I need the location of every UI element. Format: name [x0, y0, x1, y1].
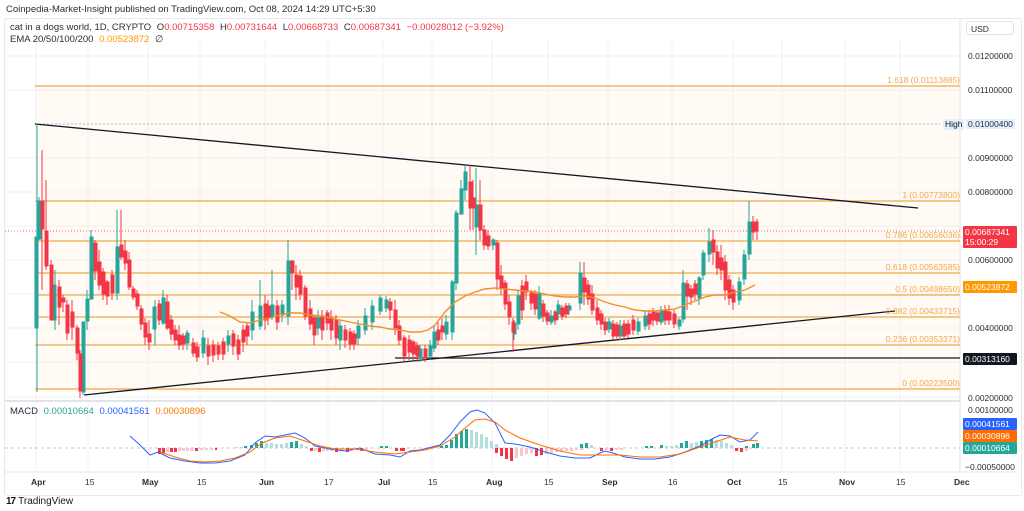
fib-label-05: 0.5 (0.00498650)	[895, 284, 960, 294]
fib-label-1: 1 (0.00773800)	[902, 190, 960, 200]
time-label: 15	[778, 477, 788, 487]
ascending-trendline	[83, 310, 896, 396]
publish-line: Coinpedia-Market-Insight published on Tr…	[6, 4, 376, 15]
macd-line	[129, 409, 759, 464]
fib-lines	[35, 85, 960, 390]
price-tick: 0.00600000	[968, 255, 1013, 265]
time-label: Jul	[378, 477, 391, 487]
close-label: C	[343, 22, 351, 33]
ema-legend: EMA 20/50/100/200 0.00523872 ∅	[10, 34, 166, 45]
price-tick: 0.00200000	[968, 393, 1013, 403]
open-value: 0.00715358	[164, 22, 215, 33]
fib-label-0382: 0.382 (0.00433715)	[885, 306, 960, 316]
tradingview-brand: TradingView	[18, 496, 74, 507]
ema-line	[219, 284, 756, 333]
macd-label: MACD	[10, 406, 38, 417]
time-label: Oct	[727, 477, 742, 487]
time-label: 17	[324, 477, 334, 487]
change-value: −0.00028012 (−3.92%)	[406, 22, 504, 33]
time-label: May	[142, 477, 159, 487]
fib-zone	[35, 86, 960, 392]
ohlc-legend: cat in a dogs world, 1D, CRYPTO O0.00715…	[10, 22, 507, 33]
ema-label: EMA 20/50/100/200	[10, 34, 94, 45]
price-tick: 0.00900000	[968, 153, 1013, 163]
ema-value: 0.00523872	[99, 34, 150, 45]
low-value: 0.00668733	[288, 22, 339, 33]
ema-price-tag: 0.00523872	[963, 281, 1017, 293]
ema-empty-values: ∅	[154, 34, 164, 45]
time-label: Aug	[486, 477, 503, 487]
current-price-tag: 0.00687341 15:00:29	[963, 226, 1017, 248]
macd-legend: MACD 0.00010664 0.00041561 0.00030896	[10, 406, 209, 417]
macd-signal-line	[159, 418, 759, 463]
time-label: Sep	[602, 477, 618, 487]
macd-signal-value: 0.00030896	[155, 406, 206, 417]
tradingview-logo[interactable]: 17 TradingView	[6, 496, 73, 507]
open-label: O	[156, 22, 165, 33]
time-label: Jun	[259, 477, 275, 487]
fib-label-0236: 0.236 (0.00353371)	[885, 334, 960, 344]
fib-label-0: 0 (0.00223500)	[902, 378, 960, 388]
time-label: 15	[896, 477, 906, 487]
high-label: H	[220, 22, 227, 33]
fib-label-0618: 0.618 (0.00563585)	[885, 262, 960, 272]
time-label: 15	[544, 477, 554, 487]
macd-signal-tag: 0.00030896	[963, 430, 1017, 442]
macd-tick: 0.00100000	[968, 405, 1013, 415]
bar-countdown: 15:00:29	[965, 237, 999, 247]
price-tick: 0.00800000	[968, 187, 1013, 197]
macd-tick: −0.00050000	[965, 462, 1015, 472]
close-value: 0.00687341	[350, 22, 401, 33]
time-label: 15	[197, 477, 207, 487]
symbol-label: cat in a dogs world, 1D, CRYPTO	[10, 22, 152, 33]
time-label: 15	[85, 477, 95, 487]
price-tick: 0.00400000	[968, 323, 1013, 333]
tradingview-mark-icon: 17	[6, 496, 16, 507]
macd-hist-tag: 0.00010664	[963, 442, 1017, 454]
currency-selector[interactable]: USD	[966, 21, 1014, 35]
high-price-tag: 0.01000400	[966, 119, 1015, 129]
time-label: Apr	[31, 477, 46, 487]
time-label: 16	[668, 477, 678, 487]
horizontal-grid	[5, 55, 960, 398]
macd-line-value: 0.00041561	[99, 406, 150, 417]
price-tick: 0.01100000	[968, 85, 1013, 95]
descending-trendline	[34, 123, 919, 209]
support-price-tag: 0.00313160	[963, 353, 1017, 365]
macd-line-tag: 0.00041561	[963, 418, 1017, 430]
high-label: High	[943, 119, 965, 130]
time-label: Dec	[954, 477, 970, 487]
macd-hist-value: 0.00010664	[43, 406, 94, 417]
fib-label-1618: 1.618 (0.01113885)	[887, 75, 960, 85]
time-label: Nov	[839, 477, 856, 487]
fib-label-0786: 0.786 (0.00656036)	[885, 230, 960, 240]
candlesticks	[34, 124, 759, 398]
high-value: 0.00731644	[226, 22, 278, 33]
time-label: 15	[428, 477, 438, 487]
low-label: L	[282, 22, 289, 33]
current-price-value: 0.00687341	[965, 227, 1010, 237]
price-tick: 0.01200000	[968, 51, 1013, 61]
